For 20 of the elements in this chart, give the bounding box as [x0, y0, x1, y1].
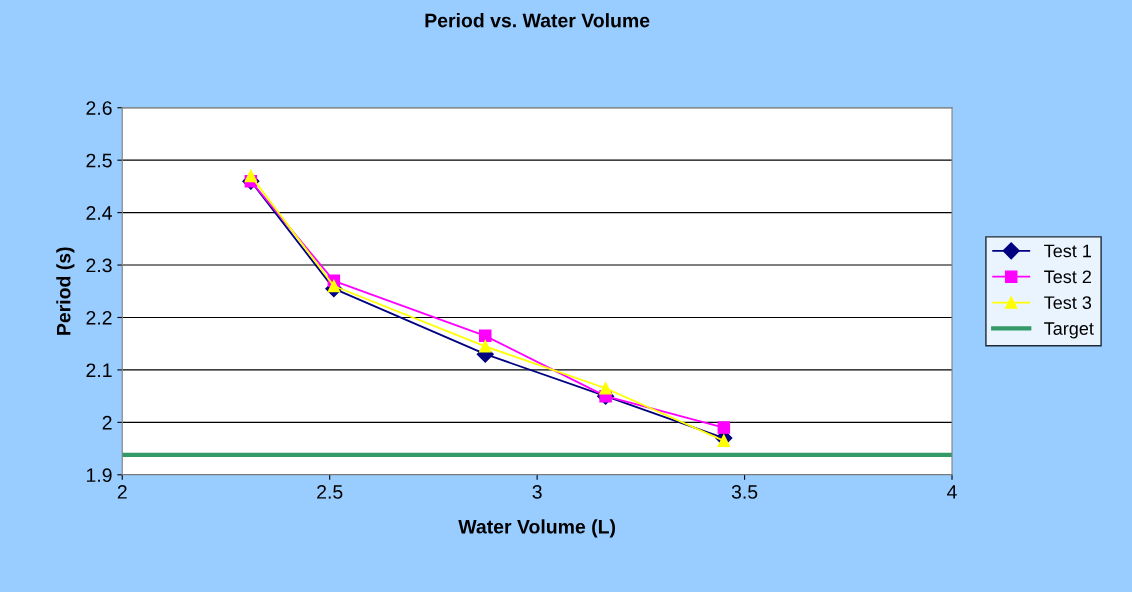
y-tick-label: 2.1 [86, 363, 112, 377]
x-axis-title: Water Volume (L) [458, 519, 616, 538]
y-tick-label: 1.9 [86, 468, 112, 483]
x-tick-label: 4 [947, 485, 957, 499]
y-axis-title: Period (s) [56, 247, 75, 335]
x-tick-label: 3.5 [731, 485, 758, 499]
y-tick-label: 2.4 [86, 206, 112, 220]
y-tick-label: 2.6 [86, 101, 112, 115]
legend-label: Target [1044, 322, 1094, 339]
legend-label: Test 1 [1044, 244, 1091, 258]
y-tick-label: 2.5 [86, 153, 112, 168]
y-tick-label: 2.2 [86, 310, 112, 325]
legend-label: Test 3 [1044, 296, 1092, 310]
x-tick-label: 2.5 [317, 485, 343, 499]
legend-label: Test 2 [1044, 270, 1091, 284]
y-tick-label: 2.3 [86, 258, 112, 273]
x-tick-label: 2 [117, 485, 127, 499]
x-tick-label: 3 [532, 485, 542, 499]
y-tick-label: 2 [102, 415, 112, 430]
chart-title: Period vs. Water Volume [425, 13, 650, 28]
